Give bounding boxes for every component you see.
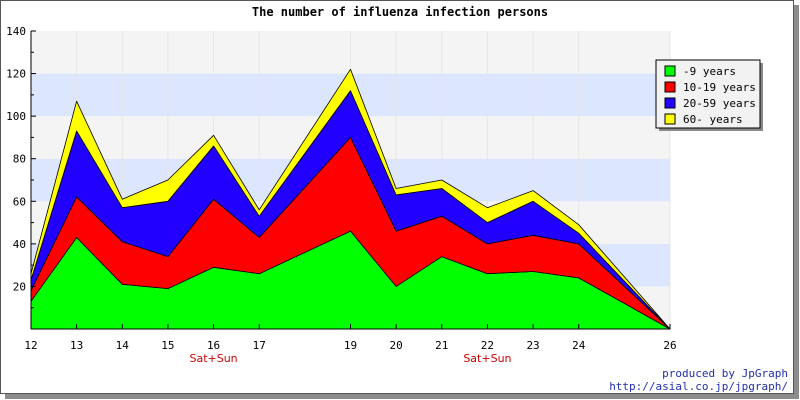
x-tick-label: 13 — [70, 339, 83, 352]
x-tick-label: 26 — [663, 339, 676, 352]
y-tick-label: 40 — [13, 238, 26, 251]
x-sublabel: Sat+Sun — [189, 352, 237, 365]
stacked-areas — [30, 68, 671, 330]
credit-text: produced by JpGraph — [662, 367, 788, 380]
legend: -9 years 10-19 years 20-59 years 60- years — [655, 59, 763, 131]
x-tick-label: 17 — [253, 339, 266, 352]
x-tick-label: 15 — [161, 339, 174, 352]
y-tick-label: 100 — [6, 110, 26, 123]
legend-swatch — [664, 65, 676, 77]
y-tick-label: 80 — [13, 153, 26, 166]
y-tick-label: 20 — [13, 280, 26, 293]
legend-swatch — [664, 113, 676, 125]
x-tick-label: 21 — [435, 339, 448, 352]
legend-label: 20-59 years — [683, 97, 756, 110]
x-tick-label: 24 — [572, 339, 586, 352]
series-area-60-years — [30, 68, 671, 330]
legend-label: 10-19 years — [683, 81, 756, 94]
x-tick-label: 19 — [344, 339, 357, 352]
axes: 20 40 60 80 100 120 140 12 13 14 15 16 17 19 20 21 22 23 2… — [6, 25, 677, 365]
credit-url-link[interactable]: http://asial.co.jp/jpgraph/ — [609, 380, 788, 393]
chart-title: The number of influenza infection person… — [252, 5, 548, 19]
x-tick-label: 12 — [24, 339, 37, 352]
legend-label: -9 years — [683, 65, 736, 78]
x-sublabel: Sat+Sun — [463, 352, 511, 365]
x-tick-label: 23 — [526, 339, 539, 352]
y-tick-label: 140 — [6, 25, 26, 38]
x-tick-label: 22 — [481, 339, 494, 352]
y-tick-label: 60 — [13, 195, 26, 208]
y-tick-label: 120 — [6, 68, 26, 81]
x-tick-label: 16 — [207, 339, 220, 352]
legend-label: 60- years — [683, 113, 743, 126]
x-tick-label: 14 — [116, 339, 130, 352]
legend-swatch — [664, 97, 676, 109]
legend-swatch — [664, 81, 676, 93]
x-tick-label: 20 — [390, 339, 403, 352]
